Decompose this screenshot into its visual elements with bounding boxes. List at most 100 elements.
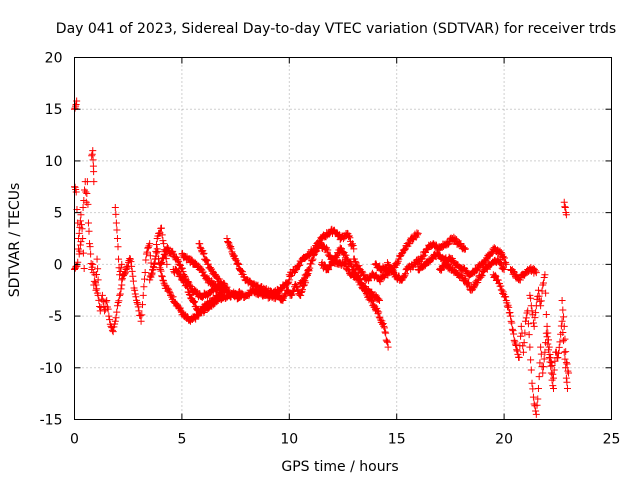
data-point <box>544 340 552 348</box>
data-point <box>465 279 473 287</box>
data-point <box>544 346 552 354</box>
data-point <box>115 297 123 305</box>
data-point <box>108 326 116 334</box>
data-point <box>542 289 550 297</box>
data-point <box>90 277 98 285</box>
data-point <box>547 362 555 370</box>
data-point <box>561 335 569 343</box>
data-point <box>306 264 314 272</box>
data-point <box>251 285 259 293</box>
data-point <box>470 284 478 292</box>
data-point <box>376 278 384 286</box>
data-point <box>94 265 102 273</box>
data-point <box>461 245 469 253</box>
data-point <box>164 243 172 251</box>
data-point <box>116 291 124 299</box>
data-point <box>223 235 231 242</box>
data-point <box>478 272 486 280</box>
data-point <box>287 291 295 299</box>
data-point <box>460 244 468 252</box>
data-point <box>223 283 231 291</box>
data-point <box>157 267 165 275</box>
data-point <box>112 219 120 227</box>
data-point <box>284 279 292 287</box>
data-point <box>500 266 508 274</box>
data-point <box>137 317 145 325</box>
data-point <box>562 374 570 382</box>
data-point <box>352 258 360 266</box>
data-point <box>174 257 182 265</box>
data-point <box>113 235 121 242</box>
data-point <box>93 270 101 278</box>
data-point <box>375 308 383 316</box>
data-point <box>539 279 547 287</box>
data-point <box>545 353 553 361</box>
data-point <box>113 302 121 310</box>
data-point <box>546 351 554 359</box>
data-point <box>77 211 85 219</box>
data-point <box>84 200 92 208</box>
data-point <box>99 297 107 305</box>
data-point <box>139 301 147 309</box>
data-point <box>191 259 199 267</box>
data-point <box>517 322 525 330</box>
data-point <box>100 302 108 310</box>
data-point <box>206 264 214 272</box>
data-point <box>348 240 356 248</box>
data-point <box>336 244 344 252</box>
data-point <box>351 257 359 265</box>
data-point <box>535 373 543 381</box>
data-point <box>88 152 96 160</box>
data-point <box>558 317 566 325</box>
data-point <box>497 259 505 267</box>
data-point <box>83 178 91 186</box>
data-point <box>158 273 166 281</box>
data-point <box>559 328 567 336</box>
x-axis-title: GPS time / hours <box>281 459 398 475</box>
data-point <box>200 249 208 257</box>
data-point <box>526 291 534 299</box>
data-point <box>452 236 460 244</box>
data-point <box>536 359 544 367</box>
data-point <box>90 178 98 186</box>
data-point <box>381 328 389 336</box>
data-point <box>288 291 296 299</box>
data-point <box>560 313 568 321</box>
data-point <box>117 285 125 293</box>
data-point <box>86 240 94 248</box>
data-point <box>498 286 506 294</box>
data-point <box>140 283 148 291</box>
data-point <box>131 286 139 294</box>
data-point <box>199 250 207 258</box>
data-point <box>324 246 332 254</box>
data-point <box>510 336 518 344</box>
data-point <box>123 263 131 271</box>
data-point <box>82 188 90 196</box>
data-point <box>325 266 333 274</box>
data-point <box>146 252 154 260</box>
data-point <box>499 265 507 273</box>
data-point <box>379 319 387 327</box>
data-series <box>71 97 573 418</box>
data-point <box>536 297 544 305</box>
data-point <box>483 265 491 273</box>
data-point <box>502 293 510 301</box>
data-point <box>547 359 555 367</box>
data-point <box>558 297 566 305</box>
data-point <box>527 294 535 302</box>
data-point <box>383 338 391 346</box>
data-point <box>520 339 528 347</box>
data-point <box>112 314 120 322</box>
y-tick-label: -5 <box>49 309 63 325</box>
data-point <box>153 249 161 257</box>
data-point <box>136 312 144 320</box>
x-tick-labels: 0 5 10 15 20 25 <box>70 432 620 448</box>
data-point <box>114 299 122 307</box>
x-tick-label: 10 <box>280 432 298 448</box>
data-point <box>95 296 103 304</box>
data-point <box>461 245 469 253</box>
data-point <box>93 255 101 263</box>
data-point <box>222 284 230 292</box>
data-point <box>529 393 537 401</box>
data-point <box>159 237 167 245</box>
